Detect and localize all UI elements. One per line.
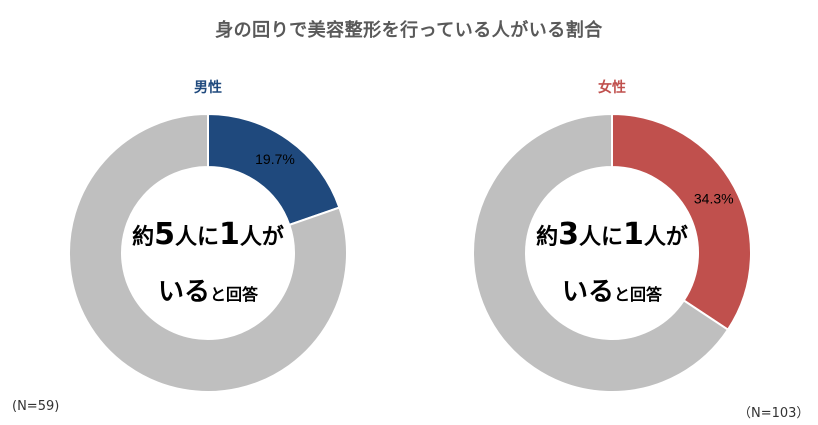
male-sample-size: (N=59) bbox=[12, 399, 60, 414]
female-donut-chart: 34.3% bbox=[472, 112, 752, 393]
data-label: 34.3% bbox=[694, 190, 734, 206]
male-center-text: 約5人に1人が いると回答 bbox=[132, 217, 284, 307]
female-panel-label: 女性 bbox=[598, 80, 626, 96]
female-sample-size: （N=103） bbox=[738, 406, 810, 421]
donut-slice-いない bbox=[472, 112, 730, 393]
donut-slice-いる bbox=[207, 112, 341, 227]
donut-slice-いない bbox=[68, 112, 348, 393]
donut-slice-いる bbox=[611, 112, 752, 332]
male-donut-chart: 19.7% bbox=[68, 112, 348, 393]
data-label: 19.7% bbox=[255, 151, 295, 167]
chart-title: 身の回りで美容整形を行っている人がいる割合 bbox=[215, 20, 603, 41]
female-center-text: 約3人に1人が いると回答 bbox=[536, 217, 688, 307]
male-panel-label: 男性 bbox=[194, 80, 222, 96]
